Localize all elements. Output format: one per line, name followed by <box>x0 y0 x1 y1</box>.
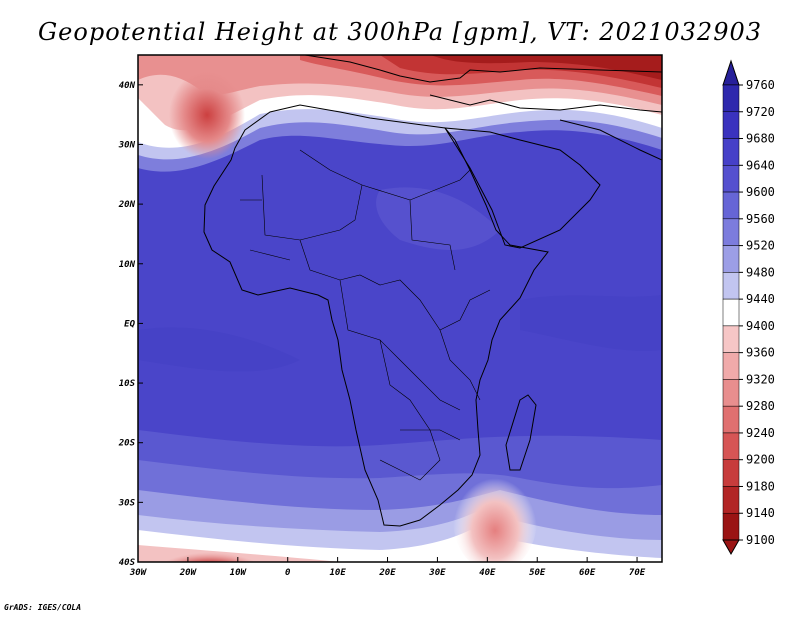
colorbar-segment <box>722 138 740 166</box>
lon-tick-label: 50E <box>529 568 546 578</box>
colorbar-label: 9360 <box>746 346 775 360</box>
country-borders <box>240 149 491 481</box>
colorbar-label: 9520 <box>746 239 775 253</box>
colorbar-label: 9720 <box>746 105 775 119</box>
colorbar: 9760 9720 9680 9640 9600 9560 9520 9480 9440 9400… <box>722 59 775 556</box>
colorbar-segment <box>722 405 740 434</box>
chart-title: Geopotential Height at 300hPa [gpm], VT:… <box>38 18 762 46</box>
lon-tick-label: 30W <box>129 568 148 578</box>
colorbar-segment <box>722 325 740 353</box>
lat-tick-label: 20N <box>118 200 136 210</box>
colorbar-label: 9180 <box>746 479 775 493</box>
lon-tick-label: 60E <box>579 568 596 578</box>
colorbar-label: 9560 <box>746 212 775 226</box>
lat-tick-label: 40N <box>119 81 136 91</box>
lat-tick-label: 10N <box>119 260 136 270</box>
colorbar-label: 9200 <box>746 453 775 467</box>
colorbar-segment <box>722 272 740 300</box>
colorbar-segment <box>722 165 740 193</box>
colorbar-label: 9760 <box>746 78 775 92</box>
colorbar-label: 9440 <box>746 292 775 306</box>
lat-tick-label: 30N <box>118 140 136 150</box>
colorbar-bottom-arrow <box>722 539 740 556</box>
colorbar-segment <box>722 191 740 220</box>
lat-tick-label: 20S <box>118 439 136 449</box>
colorbar-segment <box>722 352 740 380</box>
colorbar-label: 9400 <box>746 319 775 333</box>
lon-tick-label: 20E <box>378 568 396 578</box>
colorbar-label: 9480 <box>746 265 775 279</box>
colorbar-label: 9240 <box>746 426 775 440</box>
lon-tick-label: 20W <box>179 568 198 578</box>
colorbar-segment <box>722 245 740 273</box>
map-frame <box>137 54 663 563</box>
colorbar-segment <box>722 218 740 246</box>
colorbar-label: 9680 <box>746 132 775 146</box>
lon-tick-label: 30E <box>428 568 446 578</box>
credit-text: GrADS: IGES/COLA <box>4 603 82 612</box>
colorbar-segment <box>722 512 740 541</box>
colorbar-label: 9600 <box>746 185 775 199</box>
lon-tick-label: 0 <box>285 568 291 578</box>
colorbar-segment <box>722 298 740 327</box>
colorbar-label: 9640 <box>746 158 775 172</box>
latitude-axis: 40N 30N 20N 10N EQ 10S 20S 30S 40S <box>118 81 143 568</box>
lon-tick-label: 40E <box>479 568 496 578</box>
coastlines <box>203 55 662 527</box>
colorbar-label: 9100 <box>746 533 775 547</box>
height-field <box>138 55 662 562</box>
lon-tick-label: 70E <box>629 568 646 578</box>
colorbar-segment <box>722 84 740 113</box>
colorbar-segment <box>722 459 740 487</box>
colorbar-segment <box>722 379 740 407</box>
colorbar-top-arrow <box>722 59 740 86</box>
colorbar-label: 9320 <box>746 372 775 386</box>
colorbar-segment <box>722 486 740 514</box>
colorbar-label: 9140 <box>746 506 775 520</box>
lat-tick-label: EQ <box>124 319 135 329</box>
longitude-axis: 30W 20W 10W 0 10E 20E 30E 40E 50E 60E 70E <box>129 557 646 578</box>
colorbar-segment <box>722 111 740 139</box>
colorbar-segment <box>722 432 740 460</box>
colorbar-label: 9280 <box>746 399 775 413</box>
lat-tick-label: 40S <box>119 558 136 568</box>
lat-tick-label: 30S <box>118 498 136 508</box>
lon-tick-label: 10W <box>230 568 248 578</box>
lon-tick-label: 10E <box>329 568 346 578</box>
lat-tick-label: 10S <box>119 379 136 389</box>
